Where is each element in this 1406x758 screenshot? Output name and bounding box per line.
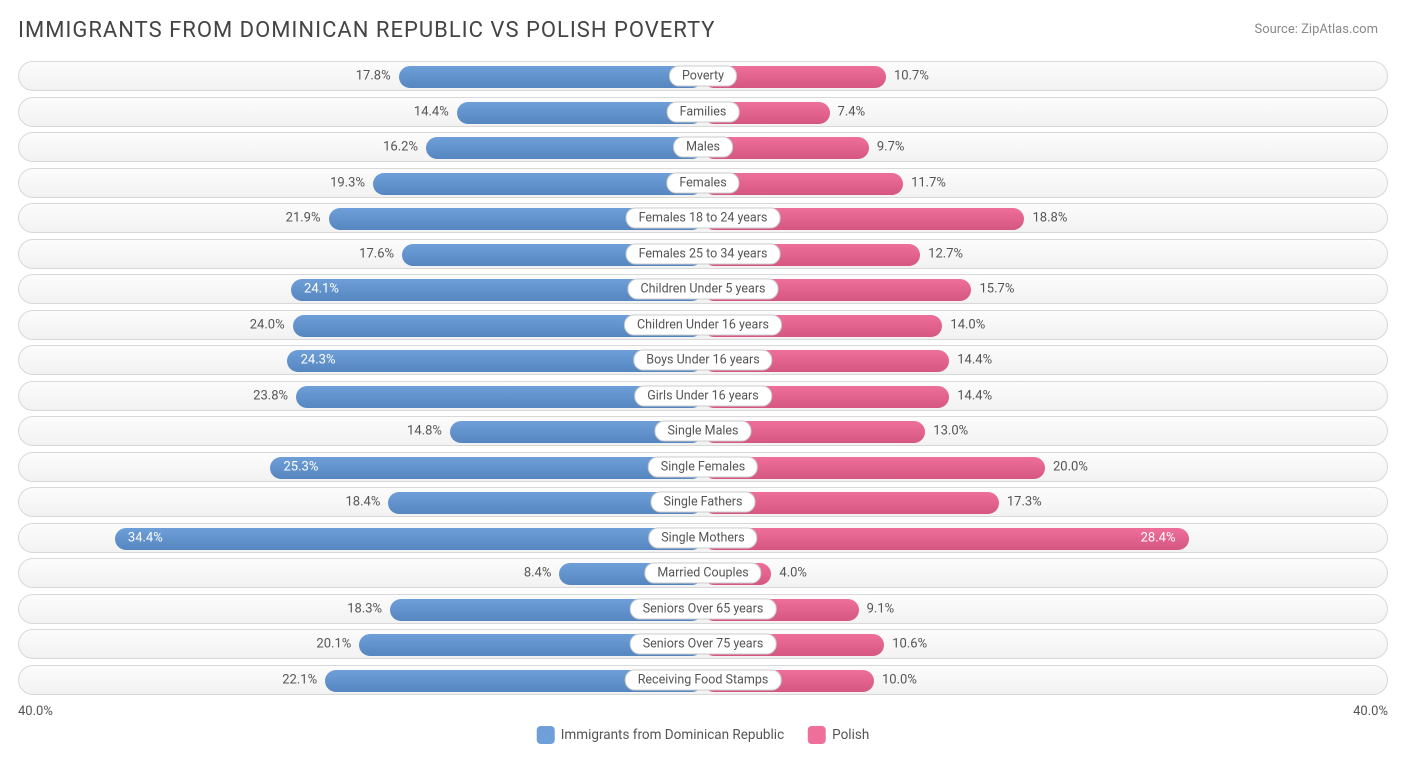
value-label-right: 10.0% bbox=[882, 672, 917, 687]
value-label-right: 13.0% bbox=[933, 424, 968, 439]
category-label: Receiving Food Stamps bbox=[625, 669, 782, 690]
chart-row: 22.1% 10.0% Receiving Food Stamps bbox=[18, 665, 1388, 695]
category-label: Single Mothers bbox=[648, 527, 757, 548]
legend-item-right: Polish bbox=[808, 726, 869, 744]
value-label-left: 24.0% bbox=[250, 317, 285, 332]
legend-item-left: Immigrants from Dominican Republic bbox=[537, 726, 784, 744]
chart-row: 20.1% 10.6% Seniors Over 75 years bbox=[18, 629, 1388, 659]
chart-row: 25.3% 20.0% Single Females bbox=[18, 452, 1388, 482]
category-label: Single Fathers bbox=[651, 492, 756, 513]
chart-row: 19.3% 11.7% Females bbox=[18, 168, 1388, 198]
axis-left-max: 40.0% bbox=[18, 704, 53, 719]
chart-row: 23.8% 14.4% Girls Under 16 years bbox=[18, 381, 1388, 411]
bar-left bbox=[115, 528, 703, 550]
value-label-right: 4.0% bbox=[779, 566, 807, 581]
value-label-right: 14.0% bbox=[950, 317, 985, 332]
value-label-left: 19.3% bbox=[330, 175, 365, 190]
legend-label-left: Immigrants from Dominican Republic bbox=[561, 727, 784, 743]
legend: Immigrants from Dominican Republic Polis… bbox=[537, 726, 870, 744]
bar-left bbox=[426, 137, 703, 159]
chart-row: 24.3% 14.4% Boys Under 16 years bbox=[18, 345, 1388, 375]
value-label-left: 21.9% bbox=[286, 211, 321, 226]
category-label: Seniors Over 65 years bbox=[630, 598, 777, 619]
chart-row: 18.4% 17.3% Single Fathers bbox=[18, 487, 1388, 517]
category-label: Girls Under 16 years bbox=[634, 385, 772, 406]
value-label-right: 14.4% bbox=[957, 388, 992, 403]
chart-row: 14.8% 13.0% Single Males bbox=[18, 416, 1388, 446]
value-label-right: 15.7% bbox=[979, 282, 1014, 297]
chart-row: 17.8% 10.7% Poverty bbox=[18, 61, 1388, 91]
category-label: Single Females bbox=[648, 456, 758, 477]
category-label: Children Under 5 years bbox=[628, 279, 779, 300]
value-label-left: 18.4% bbox=[346, 495, 381, 510]
category-label: Females bbox=[666, 172, 739, 193]
value-label-right: 9.1% bbox=[867, 601, 895, 616]
value-label-left: 17.8% bbox=[356, 69, 391, 84]
value-label-left: 16.2% bbox=[383, 140, 418, 155]
category-label: Married Couples bbox=[644, 563, 761, 584]
value-label-left: 14.4% bbox=[414, 104, 449, 119]
value-label-right: 10.6% bbox=[892, 637, 927, 652]
chart-row: 21.9% 18.8% Females 18 to 24 years bbox=[18, 203, 1388, 233]
value-label-left: 20.1% bbox=[316, 637, 351, 652]
chart-title: IMMIGRANTS FROM DOMINICAN REPUBLIC VS PO… bbox=[0, 0, 1406, 53]
axis-labels: 40.0% 40.0% bbox=[0, 700, 1406, 719]
bar-left bbox=[399, 66, 703, 88]
value-label-right: 11.7% bbox=[911, 175, 946, 190]
bar-left bbox=[373, 173, 703, 195]
chart-row: 34.4% 28.4% Single Mothers bbox=[18, 523, 1388, 553]
legend-swatch-right bbox=[808, 726, 826, 744]
value-label-left: 14.8% bbox=[407, 424, 442, 439]
chart-row: 8.4% 4.0% Married Couples bbox=[18, 558, 1388, 588]
value-label-left: 18.3% bbox=[347, 601, 382, 616]
value-label-right: 10.7% bbox=[894, 69, 929, 84]
bar-left bbox=[270, 457, 703, 479]
category-label: Seniors Over 75 years bbox=[630, 634, 777, 655]
value-label-right: 7.4% bbox=[838, 104, 866, 119]
category-label: Females 18 to 24 years bbox=[626, 208, 781, 229]
axis-right-max: 40.0% bbox=[1353, 704, 1388, 719]
value-label-left: 34.4% bbox=[128, 530, 163, 545]
category-label: Boys Under 16 years bbox=[633, 350, 772, 371]
category-label: Children Under 16 years bbox=[624, 314, 782, 335]
chart-row: 14.4% 7.4% Families bbox=[18, 97, 1388, 127]
value-label-left: 25.3% bbox=[284, 459, 319, 474]
value-label-left: 17.6% bbox=[359, 246, 394, 261]
value-label-right: 12.7% bbox=[928, 246, 963, 261]
value-label-right: 14.4% bbox=[957, 353, 992, 368]
category-label: Poverty bbox=[669, 66, 737, 87]
chart-row: 18.3% 9.1% Seniors Over 65 years bbox=[18, 594, 1388, 624]
value-label-left: 24.1% bbox=[304, 282, 339, 297]
value-label-right: 28.4% bbox=[1141, 530, 1176, 545]
chart-row: 17.6% 12.7% Females 25 to 34 years bbox=[18, 239, 1388, 269]
chart-row: 16.2% 9.7% Males bbox=[18, 132, 1388, 162]
value-label-right: 18.8% bbox=[1032, 211, 1067, 226]
category-label: Families bbox=[667, 101, 740, 122]
chart-row: 24.1% 15.7% Children Under 5 years bbox=[18, 274, 1388, 304]
value-label-right: 20.0% bbox=[1053, 459, 1088, 474]
category-label: Males bbox=[673, 137, 733, 158]
category-label: Single Males bbox=[655, 421, 752, 442]
value-label-left: 24.3% bbox=[301, 353, 336, 368]
chart-area: 17.8% 10.7% Poverty 14.4% 7.4% Families 16.2% 9… bbox=[0, 53, 1406, 695]
category-label: Females 25 to 34 years bbox=[626, 243, 781, 264]
source-attribution: Source: ZipAtlas.com bbox=[1254, 22, 1378, 37]
value-label-right: 17.3% bbox=[1007, 495, 1042, 510]
legend-label-right: Polish bbox=[832, 727, 869, 743]
value-label-left: 23.8% bbox=[253, 388, 288, 403]
value-label-right: 9.7% bbox=[877, 140, 905, 155]
value-label-left: 8.4% bbox=[524, 566, 552, 581]
chart-row: 24.0% 14.0% Children Under 16 years bbox=[18, 310, 1388, 340]
bar-right bbox=[703, 528, 1189, 550]
legend-swatch-left bbox=[537, 726, 555, 744]
value-label-left: 22.1% bbox=[282, 672, 317, 687]
